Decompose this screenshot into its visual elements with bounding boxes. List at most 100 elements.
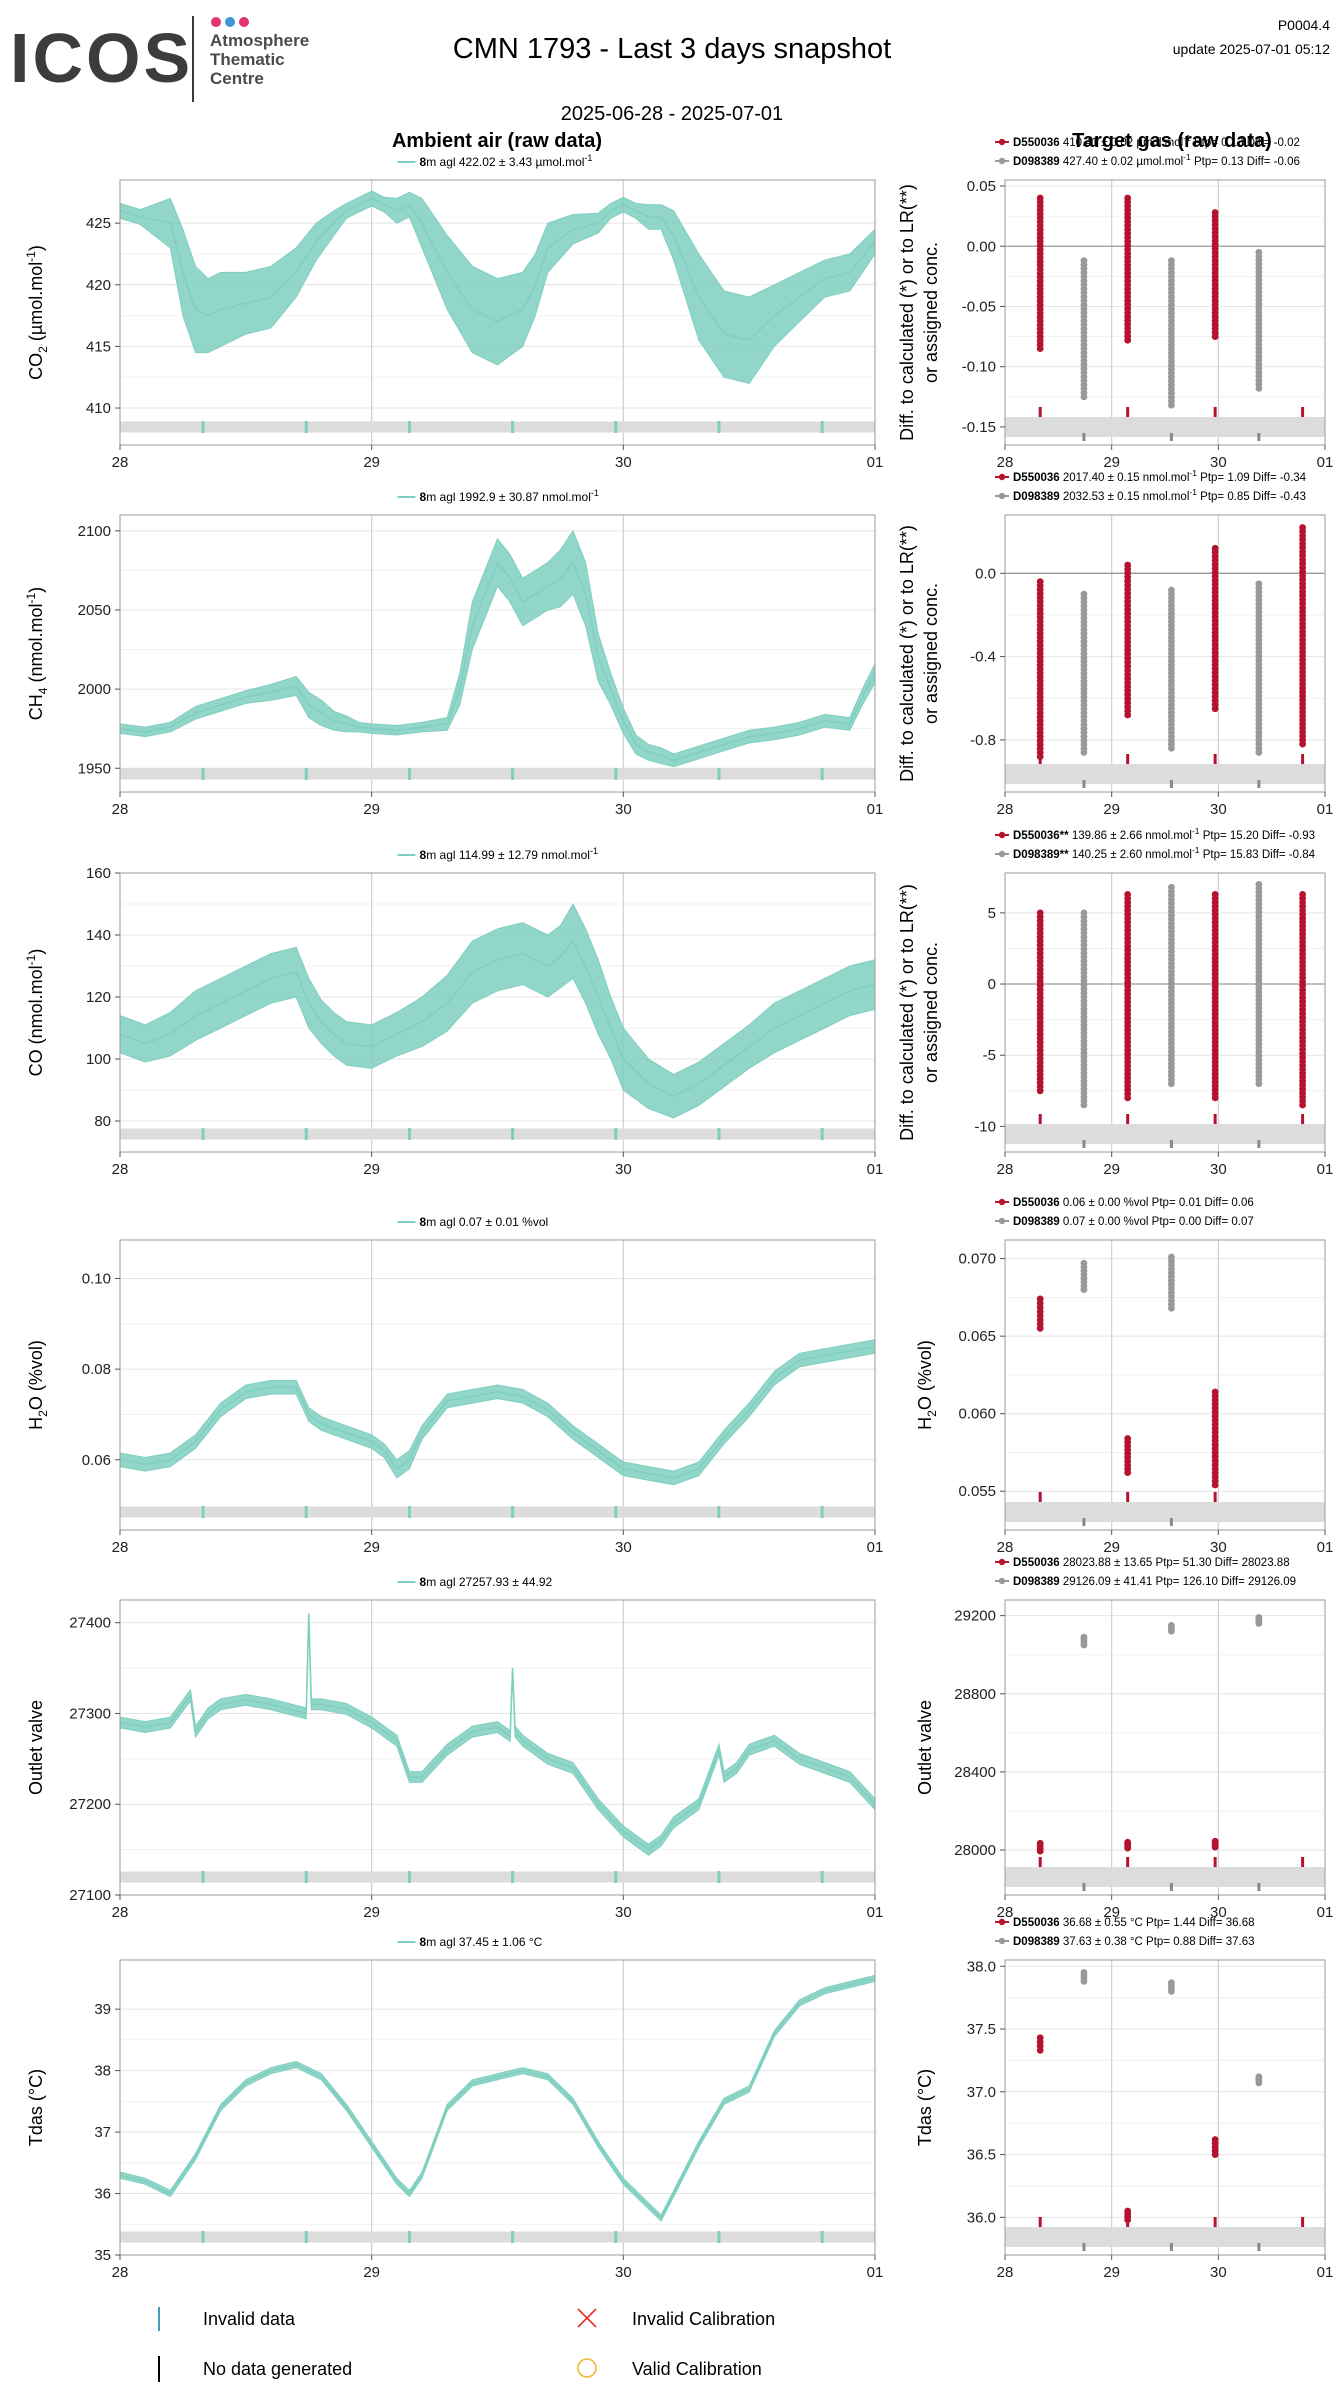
- tdas_ambient-plot-area: [120, 1960, 875, 2255]
- tdas_ambient-xtick-label: 01: [867, 2264, 884, 2281]
- logo-subtitle-2: Thematic: [210, 50, 285, 69]
- co_target-frame: [1004, 872, 1326, 1153]
- h2o_target-xtick-label: 01: [1317, 1539, 1334, 1556]
- outlet_target-frame: [1004, 1599, 1326, 1896]
- co_target-legend-label: D550036** 139.86 ± 2.66 nmol.mol-1 Ptp= …: [1013, 826, 1315, 842]
- tdas_ambient-ylabel: Tdas (°C): [26, 2069, 46, 2146]
- co_target-ylabel: Diff. to calculated (*) or to LR(**): [897, 884, 917, 1141]
- co_ambient-xtick-label: 01: [867, 1161, 884, 1178]
- tdas_target-ylabel: Tdas (°C): [915, 2069, 935, 2146]
- co_target-ytick-label: -5: [983, 1047, 996, 1064]
- h2o_target-D098389-point: [1080, 1286, 1088, 1294]
- tdas_target-xtick-label: 01: [1317, 2264, 1334, 2281]
- tdas_target-ytick-label: 37.0: [967, 2084, 996, 2101]
- icos-logo: ICOS Atmosphere Thematic Centre: [10, 16, 309, 102]
- valid-calibration-symbol: [577, 2358, 597, 2378]
- ch4_target-D550036-point: [1211, 705, 1219, 713]
- tdas_target-xtick-label: 30: [1210, 2264, 1227, 2281]
- outlet_ambient-legend: 8m agl 27257.93 ± 44.92: [397, 1575, 553, 1589]
- h2o_ambient-xtick-label: 28: [112, 1539, 129, 1556]
- h2o_target-plot-area: [1005, 1240, 1325, 1530]
- outlet_ambient-ytick-label: 27400: [69, 1615, 111, 1632]
- invalid-calibration-symbol: [577, 2308, 597, 2328]
- outlet_target-status-band: [1005, 1867, 1325, 1887]
- no-data-label: No data generated: [203, 2359, 352, 2379]
- co2_target-D098389-point: [1168, 401, 1175, 409]
- co2_target-xtick-label: 01: [1317, 454, 1334, 471]
- h2o_target-status-band: [1005, 1502, 1325, 1522]
- co2_ambient-legend: 8m agl 422.02 ± 3.43 µmol.mol-1: [397, 153, 592, 169]
- outlet_target-legend-label: D550036 28023.88 ± 13.65 Ptp= 51.30 Diff…: [1013, 1557, 1290, 1569]
- co_target-xtick-label: 29: [1103, 1161, 1120, 1178]
- co2_target-ytick-label: -0.05: [962, 298, 996, 315]
- ch4_target-ylabel-2: or assigned conc.: [921, 583, 941, 724]
- outlet_ambient-ytick-label: 27100: [69, 1887, 111, 1904]
- h2o_target-xtick-label: 28: [997, 1539, 1014, 1556]
- co2_ambient-xtick-label: 29: [363, 454, 380, 471]
- tdas_target-D550036-point: [1036, 2046, 1044, 2054]
- h2o_target-ylabel: H2O (%vol): [915, 1340, 939, 1430]
- co_target-ytick-label: 0: [988, 976, 996, 993]
- tdas_target-legend-dot: [998, 1918, 1006, 1926]
- ch4_ambient-ylabel: CH4 (nmol.mol-1): [24, 587, 50, 720]
- ch4_ambient-series-line: [119, 560, 876, 762]
- h2o_target-xtick-label: 29: [1103, 1539, 1120, 1556]
- ch4_target-D550036-point: [1299, 740, 1306, 748]
- co2_target-status-band: [1005, 417, 1325, 437]
- logo-divider: [192, 16, 194, 102]
- ch4_target-D098389-point: [1255, 749, 1263, 756]
- tdas_target-plot-area: [1005, 1960, 1325, 2255]
- outlet_ambient-ylabel: Outlet valve: [26, 1700, 46, 1795]
- tdas_target-ytick-label: 36.0: [967, 2209, 996, 2226]
- tdas_ambient-xtick-label: 28: [112, 2264, 129, 2281]
- co_ambient-legend: 8m agl 114.99 ± 12.79 nmol.mol-1: [397, 846, 599, 862]
- co_target-D550036-point: [1299, 1101, 1306, 1109]
- co2_target-legend-label: D098389 427.40 ± 0.02 µmol.mol-1 Ptp= 0.…: [1013, 152, 1300, 168]
- h2o_ambient-status-band: [120, 1506, 875, 1518]
- h2o_target-ytick-label: 0.055: [958, 1483, 996, 1500]
- co_ambient-ytick-label: 140: [86, 927, 111, 944]
- co2_target-ytick-label: -0.10: [962, 359, 996, 376]
- tdas_target-panel: 36.0 36.5 37.0 37.5 38.0 28 29 30 01 Tdas (°C) D55…: [915, 1917, 1333, 2281]
- co_target-D098389-point: [1080, 1101, 1088, 1109]
- tdas_target-legend-dot: [998, 1937, 1006, 1945]
- co_target-xtick-label: 28: [997, 1161, 1014, 1178]
- tdas_target-ytick-label: 37.5: [967, 2021, 996, 2038]
- co2_target-ylabel-2: or assigned conc.: [921, 242, 941, 383]
- tdas_ambient-frame: [119, 1959, 876, 2256]
- tdas_target-D098389-point: [1080, 1977, 1088, 1985]
- co2_target-D098389-point: [1080, 393, 1088, 401]
- h2o_target-ytick-label: 0.060: [958, 1406, 996, 1423]
- ch4_ambient-xtick-label: 29: [363, 801, 380, 818]
- co_ambient-xtick-label: 29: [363, 1161, 380, 1178]
- ch4_target-legend-dot: [998, 492, 1006, 500]
- target-header: Target gas (raw data): [1072, 130, 1272, 152]
- co2_target-ytick-label: -0.15: [962, 419, 996, 436]
- logo-subtitle-1: Atmosphere: [210, 31, 309, 50]
- tdas_ambient-legend: 8m agl 37.45 ± 1.06 °C: [397, 1935, 543, 1949]
- tdas_target-legend-label: D098389 37.63 ± 0.38 °C Ptp= 0.88 Diff= …: [1013, 1936, 1255, 1948]
- co_ambient-legend-label: 8m agl 114.99 ± 12.79 nmol.mol-1: [420, 846, 599, 862]
- h2o_ambient-ytick-label: 0.06: [82, 1452, 111, 1469]
- h2o_ambient-legend-label: 8m agl 0.07 ± 0.01 %vol: [420, 1215, 549, 1229]
- co_target-xtick-label: 30: [1210, 1161, 1227, 1178]
- co_ambient-ylabel: CO (nmol.mol-1): [24, 949, 46, 1077]
- h2o_ambient-series-line: [119, 1345, 876, 1479]
- outlet_target-D098389-point: [1255, 1620, 1263, 1627]
- outlet_target-legend-label: D098389 29126.09 ± 41.41 Ptp= 126.10 Dif…: [1013, 1576, 1296, 1588]
- tdas_ambient-ytick-label: 37: [94, 2124, 111, 2141]
- h2o_target-legend-dot: [998, 1217, 1006, 1225]
- co2_target-ytick-label: 0.00: [967, 238, 996, 255]
- panels: 410 415 420 425 28 29 30 01 CO2 (µmol.mol-1) 8m a…: [24, 133, 1333, 2281]
- outlet_target-ytick-label: 28800: [954, 1686, 996, 1703]
- outlet_ambient-xtick-label: 30: [615, 1904, 632, 1921]
- outlet_target-xtick-label: 29: [1103, 1904, 1120, 1921]
- ch4_target-status-band: [1005, 764, 1325, 784]
- ch4_target-legend-label: D098389 2032.53 ± 0.15 nmol.mol-1 Ptp= 0…: [1013, 487, 1306, 503]
- co2_target-D550036-point: [1036, 345, 1044, 353]
- tdas_target-ytick-label: 38.0: [967, 1958, 996, 1975]
- ch4_target-ylabel: Diff. to calculated (*) or to LR(**): [897, 525, 917, 782]
- tdas_target-frame: [1004, 1959, 1326, 2256]
- ch4_target-xtick-label: 01: [1317, 801, 1334, 818]
- co_ambient-ytick-label: 160: [86, 865, 111, 882]
